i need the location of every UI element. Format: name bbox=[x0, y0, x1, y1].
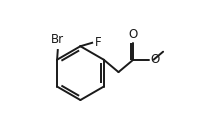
Text: O: O bbox=[129, 28, 138, 41]
Text: O: O bbox=[150, 53, 160, 66]
Text: F: F bbox=[95, 36, 102, 49]
Text: Br: Br bbox=[51, 33, 64, 46]
